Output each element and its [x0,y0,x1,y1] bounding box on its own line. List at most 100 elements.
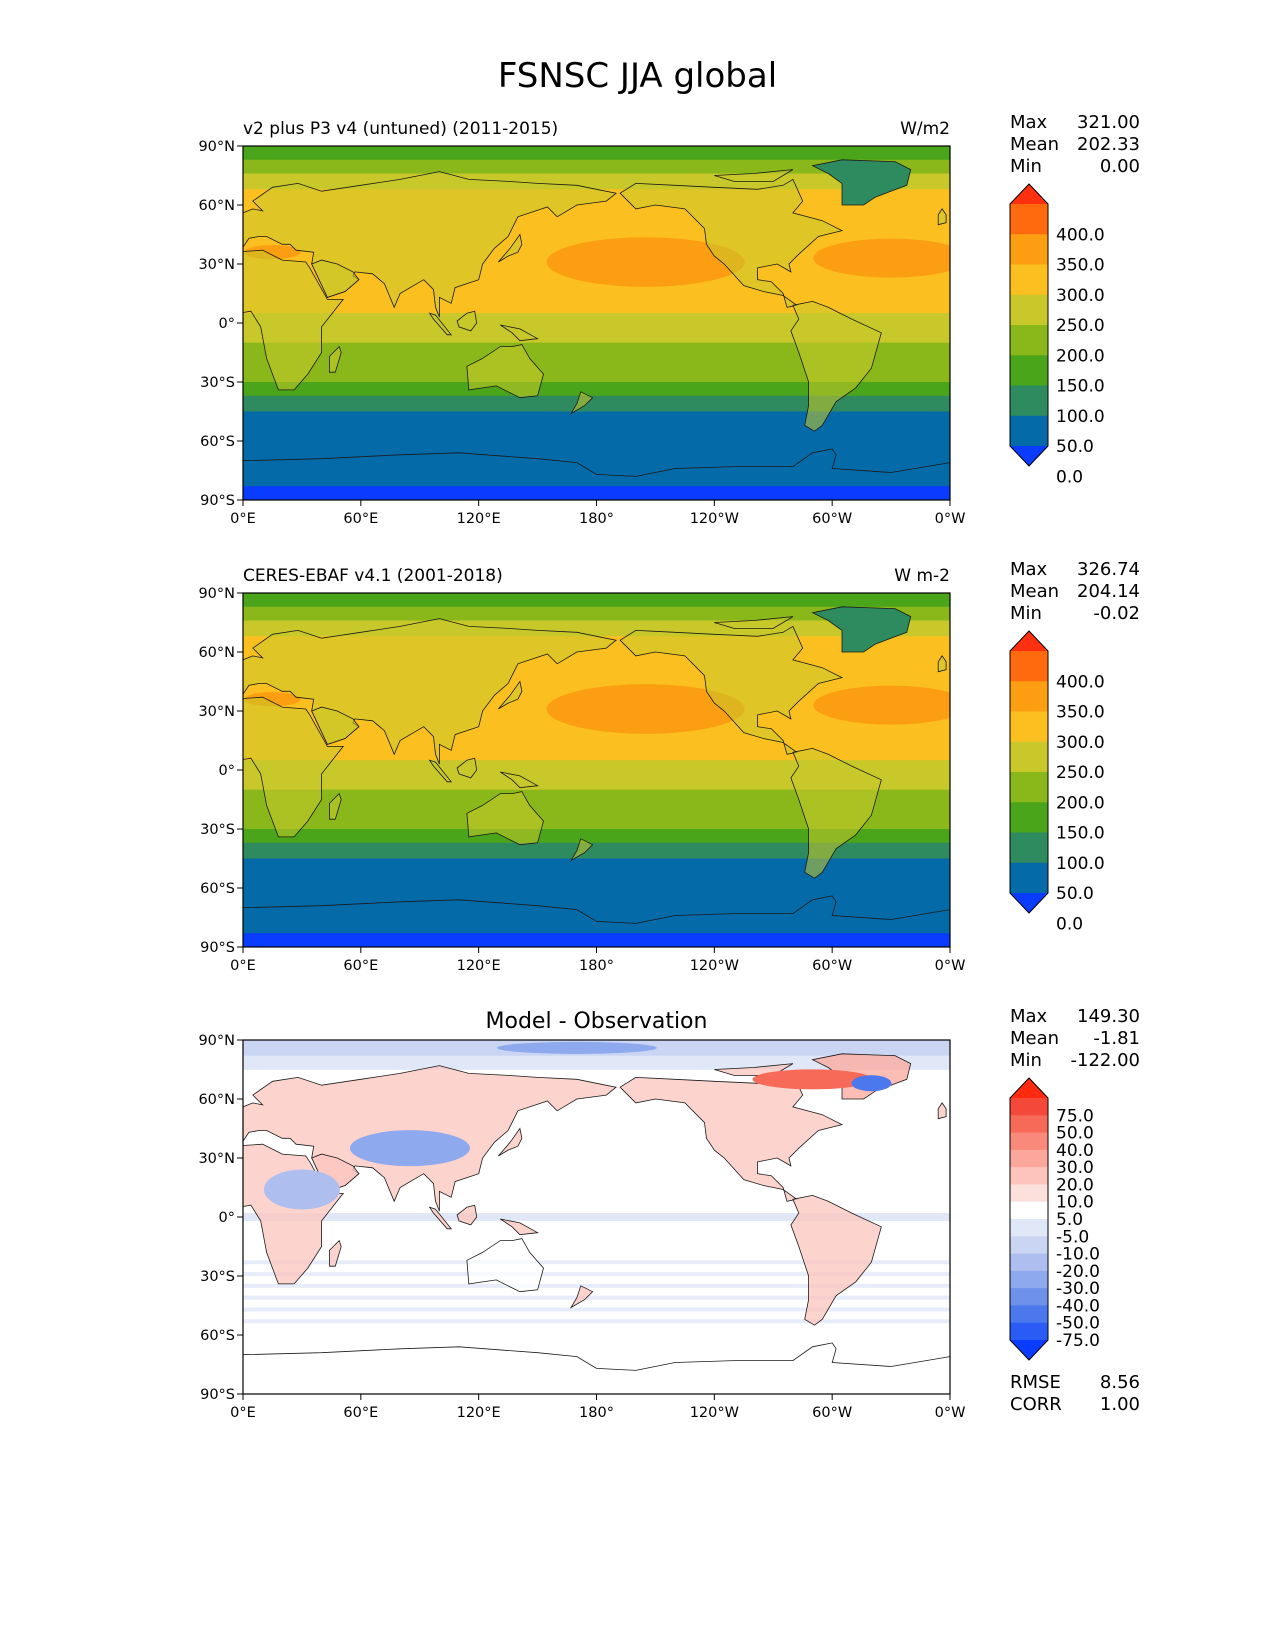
lat-tick-label: 30°S [200,1269,235,1285]
lon-tick-label: 180° [579,511,614,527]
field-band [243,884,950,887]
field-band [243,311,950,314]
field-band [243,413,950,417]
field-band [243,842,950,846]
field-band [243,655,950,659]
colorbar-tick-label: 150.0 [1056,377,1105,397]
atlantic-high [813,238,950,278]
colorbar-segment [1010,651,1048,682]
land-outline [811,159,912,206]
field-band [243,752,950,755]
antarctic-coast [243,895,950,924]
lat-tick-label: 90°N [198,139,235,155]
lat-tick-label: 90°N [198,1033,235,1049]
lat-tick-label: 0° [219,1210,235,1226]
field-band [243,876,950,879]
field-band [243,874,950,877]
field-band [243,652,950,655]
field-band [243,474,950,477]
land-outline [456,757,478,779]
land-outline [937,208,947,226]
field-band [243,679,950,683]
field-band [243,594,950,598]
map-field [243,146,950,500]
colorbar-extend-top [1010,184,1048,204]
field-band [243,866,950,869]
atlantic-high [813,685,950,725]
field-band [243,895,950,899]
field-band [243,291,950,295]
field-band [243,146,950,149]
field-band [243,622,950,626]
field-band [243,907,950,911]
stat-row: Min -0.02 [1010,603,1140,625]
field-band [243,626,950,629]
colorbar-segment [1010,385,1048,417]
field-band [243,783,950,787]
field-band [243,773,950,777]
stat-row: Mean 204.14 [1010,581,1140,603]
field-band [243,403,950,407]
colorbar-tick-label: 10.0 [1056,1193,1094,1213]
field-band [243,771,950,775]
stats-box: Max 149.30 Mean -1.81 Min -122.00 [1010,1006,1140,1072]
colorbar-outline [1009,183,1049,467]
lat-tick-label: 60°S [200,881,235,897]
field-band [243,358,950,361]
lat-tick-label: 90°S [200,493,235,509]
lat-tick-label: 90°N [198,586,235,602]
field-band [243,805,950,808]
colorbar-tick-label: -5.0 [1056,1227,1089,1247]
field-band [243,899,950,903]
field-band [243,419,950,422]
field-band [243,313,950,316]
field-band [243,878,950,881]
stat-value: 149.30 [1077,1006,1140,1027]
field-band [243,732,950,736]
lon-tick-label: 120°E [457,958,501,974]
field-band [243,905,950,909]
field-band [243,171,950,175]
field-band [243,669,950,673]
lon-tick-label: 120°W [690,958,739,974]
field-band [243,777,950,781]
lon-tick-label: 60°E [343,1405,378,1421]
greenland-negative [851,1075,892,1092]
field-band [243,305,950,308]
field-band [243,206,950,210]
lon-tick-label: 120°W [690,1405,739,1421]
field-band [243,185,950,188]
map-field [243,593,950,947]
lat-tick-label: 30°N [198,704,235,720]
colorbar-extend-top [1010,631,1048,651]
colorbar-tick-label: 50.0 [1056,884,1094,904]
field-band [243,744,950,747]
field-band [243,228,950,232]
field-band [243,169,950,173]
field-band [243,405,950,409]
colorbar-segment [1010,355,1048,386]
stat-value: 1.00 [1099,1394,1140,1415]
field-band [243,748,950,751]
field-band [243,346,950,350]
field-band [243,324,950,328]
southern-stripe [243,1283,950,1288]
field-band [243,321,950,324]
lat-tick-label: 60°N [198,1092,235,1108]
land-outline [497,1127,523,1157]
colorbar-segment [1010,741,1048,773]
field-band [243,596,950,600]
field-band [243,834,950,838]
colorbar-tick-label: 100.0 [1056,854,1105,874]
field-band [243,673,950,677]
land-outline [569,391,594,415]
stat-label: Mean [1010,581,1060,602]
field-band [243,882,950,885]
lon-tick-label: 120°W [690,511,739,527]
field-band [243,628,950,631]
field-band [243,807,950,810]
field-band [243,425,950,428]
colorbar-segment [1010,1132,1048,1151]
field-band [243,620,950,624]
